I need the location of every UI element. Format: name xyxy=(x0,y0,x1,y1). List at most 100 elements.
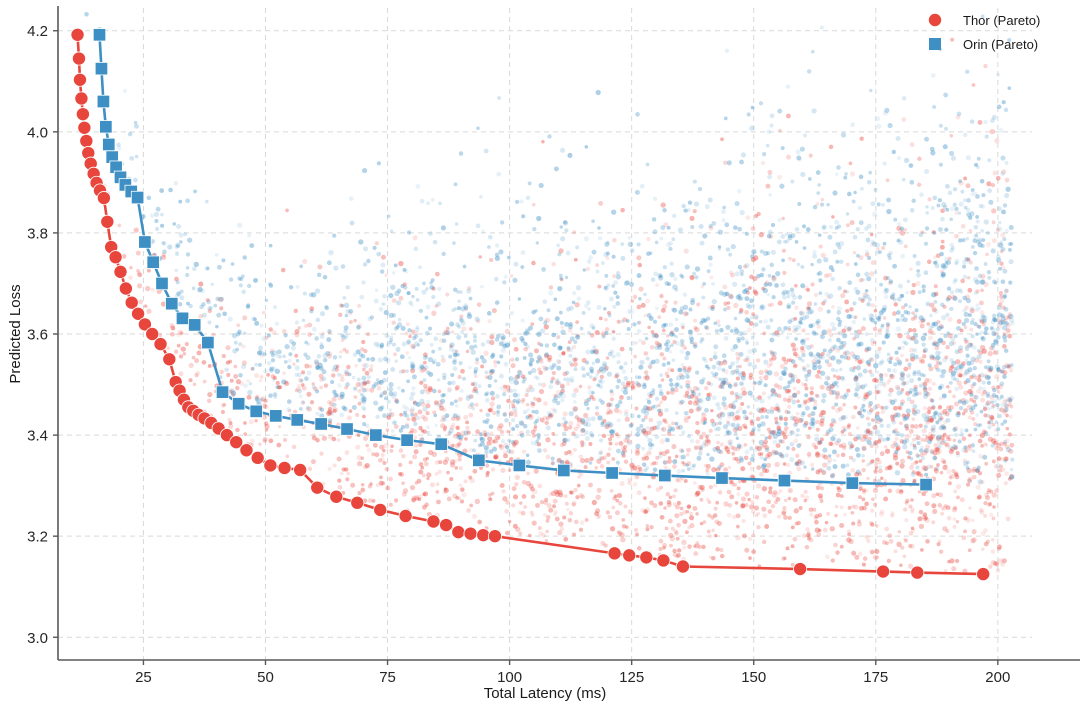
scatter-point xyxy=(877,417,883,422)
scatter-point xyxy=(539,499,545,505)
scatter-point xyxy=(835,392,840,397)
scatter-point xyxy=(580,365,586,371)
scatter-point xyxy=(726,420,730,424)
scatter-point xyxy=(567,517,573,523)
scatter-point xyxy=(787,325,791,330)
scatter-point xyxy=(574,519,579,525)
scatter-point xyxy=(781,432,787,437)
scatter-point xyxy=(326,337,332,343)
scatter-point xyxy=(606,460,611,465)
scatter-point xyxy=(744,449,750,455)
scatter-point xyxy=(388,391,394,397)
scatter-point xyxy=(403,410,407,415)
scatter-point xyxy=(449,321,455,327)
scatter-point xyxy=(967,388,973,395)
scatter-point xyxy=(839,354,844,359)
scatter-point xyxy=(474,360,480,365)
scatter-point xyxy=(749,504,755,510)
scatter-point xyxy=(753,290,759,296)
scatter-point xyxy=(999,441,1004,446)
scatter-point xyxy=(660,427,665,431)
scatter-point xyxy=(862,505,867,511)
scatter-point xyxy=(695,490,701,496)
scatter-point xyxy=(608,429,614,435)
scatter-point xyxy=(976,165,980,169)
scatter-point xyxy=(242,383,248,389)
scatter-point xyxy=(524,327,530,333)
scatter-point xyxy=(811,108,817,114)
scatter-point xyxy=(424,330,430,336)
scatter-point xyxy=(647,363,653,369)
scatter-point xyxy=(873,418,878,423)
scatter-point xyxy=(967,415,972,420)
scatter-point xyxy=(897,346,902,351)
scatter-point xyxy=(1009,442,1015,448)
scatter-point xyxy=(941,424,945,428)
scatter-point xyxy=(975,194,980,199)
scatter-point xyxy=(764,436,769,440)
scatter-point xyxy=(348,409,353,413)
scatter-point xyxy=(688,329,694,335)
scatter-point xyxy=(985,401,990,406)
scatter-point xyxy=(453,182,458,187)
scatter-point xyxy=(998,290,1004,296)
scatter-point xyxy=(512,523,518,529)
scatter-point xyxy=(426,430,431,435)
scatter-point xyxy=(562,438,567,443)
scatter-point xyxy=(958,179,962,184)
scatter-point xyxy=(357,491,362,496)
scatter-point xyxy=(178,354,184,359)
scatter-point xyxy=(857,342,861,346)
scatter-point xyxy=(886,357,892,363)
scatter-point xyxy=(493,360,498,365)
scatter-point xyxy=(533,375,538,379)
scatter-point xyxy=(394,399,400,405)
scatter-point xyxy=(442,459,448,465)
scatter-point xyxy=(935,436,941,442)
scatter-point xyxy=(221,353,227,359)
scatter-point xyxy=(270,353,275,358)
scatter-point xyxy=(954,474,960,480)
scatter-point xyxy=(892,429,896,434)
scatter-point xyxy=(618,365,624,370)
scatter-point xyxy=(967,444,972,448)
scatter-point xyxy=(569,490,573,495)
scatter-point xyxy=(940,458,946,464)
scatter-point xyxy=(774,406,779,412)
scatter-point xyxy=(674,504,680,510)
scatter-point xyxy=(737,293,742,298)
scatter-point xyxy=(620,387,626,393)
scatter-point xyxy=(488,497,492,501)
scatter-point xyxy=(971,518,975,523)
scatter-point xyxy=(401,481,405,485)
scatter-point xyxy=(496,404,502,410)
scatter-point xyxy=(653,404,658,409)
scatter-point xyxy=(693,344,698,349)
scatter-point xyxy=(919,192,924,198)
scatter-point xyxy=(346,364,351,370)
scatter-point xyxy=(333,265,339,271)
scatter-point xyxy=(941,394,947,400)
scatter-point xyxy=(763,439,769,445)
scatter-point xyxy=(564,321,570,327)
scatter-point xyxy=(321,369,327,375)
scatter-point xyxy=(695,512,699,516)
scatter-point xyxy=(821,398,826,404)
scatter-point xyxy=(551,371,556,375)
scatter-point xyxy=(842,333,848,339)
scatter-point xyxy=(872,487,879,494)
scatter-point xyxy=(543,401,548,406)
scatter-point xyxy=(413,443,419,448)
scatter-point xyxy=(759,379,764,384)
scatter-point xyxy=(818,353,824,359)
scatter-point xyxy=(706,316,711,321)
scatter-point xyxy=(584,435,590,442)
scatter-point xyxy=(942,460,947,465)
scatter-point xyxy=(782,385,787,391)
scatter-point xyxy=(835,172,839,176)
scatter-point xyxy=(735,395,740,400)
scatter-point xyxy=(727,381,732,386)
scatter-point xyxy=(754,316,759,321)
scatter-point xyxy=(680,399,685,405)
scatter-point xyxy=(879,373,884,377)
